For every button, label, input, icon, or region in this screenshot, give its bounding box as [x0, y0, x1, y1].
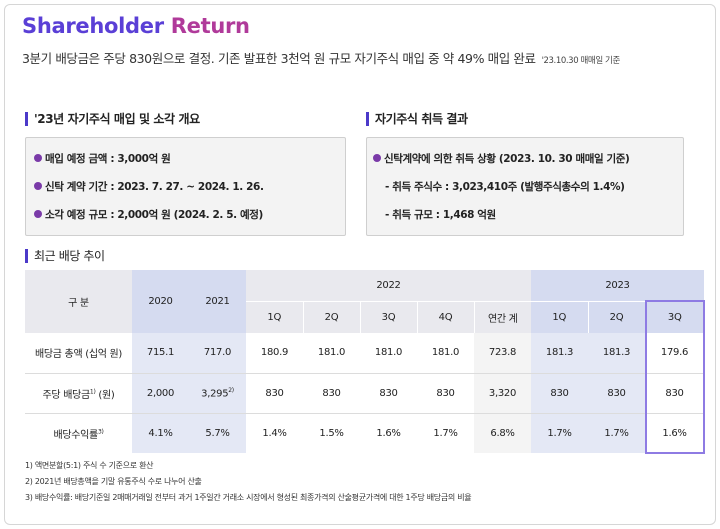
cell: 830 — [379, 387, 398, 399]
left-item-0: 매입 예정 금액 : 3,000억 원 — [34, 151, 171, 166]
dividend-section-heading: 최근 배당 추이 — [25, 248, 105, 264]
cell: 723.8 — [474, 333, 531, 373]
cell: 4.1% — [132, 413, 189, 453]
subtitle-text: 3분기 배당금은 주당 830원으로 결정. 기존 발표한 3천억 원 규모 자… — [22, 51, 536, 66]
cell: 181.3 — [531, 333, 588, 373]
cell: 830 — [588, 373, 645, 413]
cell: 1.5% — [319, 427, 344, 439]
header-2022-annual: 연간 계 — [474, 301, 531, 333]
header-2022-q1: 1Q — [246, 301, 304, 333]
title-part2: Return — [170, 14, 250, 38]
cell: 830 — [265, 387, 284, 399]
left-item-1: 신탁 계약 기간 : 2023. 7. 27. ~ 2024. 1. 26. — [34, 179, 264, 194]
cell: 1.6% — [376, 427, 401, 439]
row-label: 배당금 총액 (십억 원) — [34, 349, 123, 361]
right-item: 신탁계약에 의한 취득 상황 (2023. 10. 30 매매일 기준) — [373, 151, 630, 166]
footnote-2: 2) 2021년 배당총액을 기말 유통주식 수로 나누어 산출 — [25, 477, 202, 486]
right-subitem-1: - 취득 규모 : 1,468 억원 — [385, 209, 496, 221]
header-2022-q3: 3Q — [360, 301, 418, 333]
right-section-heading: 자기주식 취득 결과 — [366, 111, 468, 127]
bullet-icon — [373, 154, 381, 162]
footnotes: 1) 액면분할(5:1) 주식 수 기준으로 환산 2) 2021년 배당총액을… — [25, 460, 472, 508]
header-2023: 2023 — [531, 270, 704, 302]
cell: 830 — [531, 373, 588, 413]
header-2022-q4: 4Q — [417, 301, 475, 333]
header-2023-q2: 2Q — [588, 301, 646, 333]
header-2022: 2022 — [246, 270, 531, 302]
left-info-box: 매입 예정 금액 : 3,000억 원 신탁 계약 기간 : 2023. 7. … — [25, 137, 346, 236]
footnote-1: 1) 액면분할(5:1) 주식 수 기준으로 환산 — [25, 461, 154, 470]
cell: 179.6 — [660, 347, 689, 359]
cell: 181.0 — [374, 347, 403, 359]
cell: 181.0 — [431, 347, 460, 359]
cell: 715.1 — [132, 333, 189, 373]
right-info-box: 신탁계약에 의한 취득 상황 (2023. 10. 30 매매일 기준) - 취… — [366, 137, 684, 236]
left-section-heading: '23년 자기주식 매입 및 소각 개요 — [25, 111, 200, 127]
cell: 181.3 — [588, 333, 645, 373]
cell: 717.0 — [189, 333, 246, 373]
cell: 1.4% — [262, 427, 287, 439]
cell: 830 — [436, 387, 455, 399]
title-part1: Shareholder — [22, 14, 164, 38]
cell: 5.7% — [189, 413, 246, 453]
table-row: 주당 배당금1) (원) 2,000 3,2952) 830 830 830 8… — [25, 373, 704, 413]
table-row: 배당금 총액 (십억 원) 715.1 717.0 180.9 181.0 18… — [25, 333, 704, 373]
cell: 1.6% — [662, 427, 687, 439]
cell: 830 — [665, 387, 684, 399]
table-row: 배당수익률3) 4.1% 5.7% 1.4% 1.5% 1.6% 1.7% 6.… — [25, 413, 704, 453]
bullet-icon — [34, 182, 42, 190]
cell: 830 — [322, 387, 341, 399]
cell: 1.7% — [433, 427, 458, 439]
header-label: 구 분 — [25, 270, 132, 333]
header-2023-q3: 3Q — [645, 301, 704, 333]
cell: 3,2952) — [189, 373, 246, 413]
header-2021: 2021 — [189, 270, 246, 333]
cell: 1.7% — [531, 413, 588, 453]
left-item-2: 소각 예정 규모 : 2,000억 원 (2024. 2. 5. 예정) — [34, 207, 263, 222]
cell: 181.0 — [317, 347, 346, 359]
footnote-3: 3) 배당수익률: 배당기준일 2매매거래일 전부터 과거 1주일간 거래소 시… — [25, 493, 472, 502]
cell: 3,320 — [474, 373, 531, 413]
cell: 2,000 — [132, 373, 189, 413]
header-2023-q1: 1Q — [531, 301, 589, 333]
header-2020: 2020 — [132, 270, 189, 333]
subtitle: 3분기 배당금은 주당 830원으로 결정. 기존 발표한 3천억 원 규모 자… — [22, 48, 620, 67]
header-2022-q2: 2Q — [303, 301, 361, 333]
subtitle-note: '23.10.30 매매일 기준 — [541, 56, 621, 66]
cell: 1.7% — [588, 413, 645, 453]
right-subitem-0: - 취득 주식수 : 3,023,410주 (발행주식총수의 1.4%) — [385, 181, 625, 193]
cell: 180.9 — [260, 347, 289, 359]
cell: 6.8% — [474, 413, 531, 453]
bullet-icon — [34, 154, 42, 162]
dividend-table: 구 분 2020 2021 2022 2023 1Q 2Q 3Q 4Q 연간 계… — [25, 270, 704, 453]
page-title: Shareholder Return — [22, 14, 250, 38]
row-label: 배당수익률3) — [53, 428, 104, 441]
bullet-icon — [34, 210, 42, 218]
row-label: 주당 배당금1) (원) — [42, 388, 115, 401]
